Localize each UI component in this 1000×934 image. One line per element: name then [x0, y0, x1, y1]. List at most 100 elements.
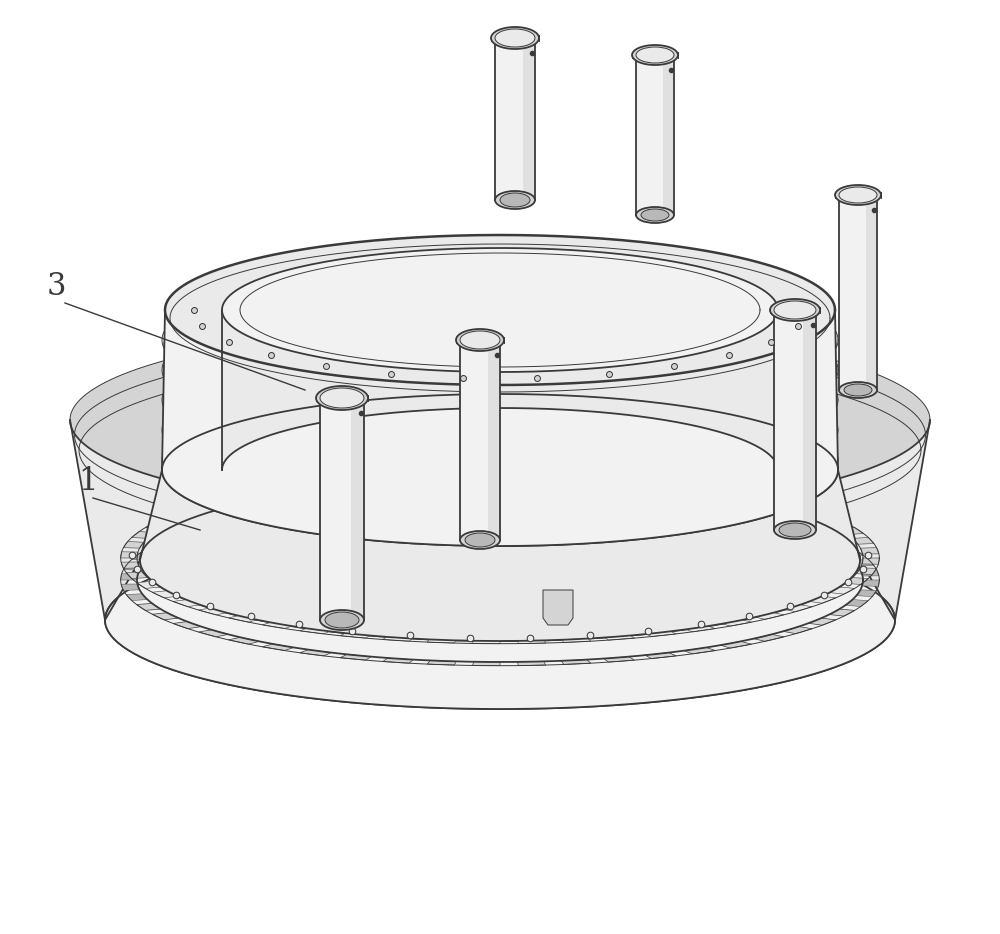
- Polygon shape: [145, 522, 171, 529]
- Polygon shape: [544, 495, 573, 500]
- Ellipse shape: [320, 388, 364, 408]
- Polygon shape: [862, 558, 879, 564]
- Polygon shape: [340, 632, 371, 638]
- Polygon shape: [188, 504, 217, 512]
- Text: 1: 1: [78, 466, 98, 497]
- Polygon shape: [454, 473, 482, 476]
- Ellipse shape: [844, 384, 872, 396]
- Polygon shape: [845, 600, 868, 606]
- Polygon shape: [383, 636, 413, 642]
- Polygon shape: [132, 531, 155, 538]
- Polygon shape: [188, 527, 217, 533]
- Polygon shape: [561, 638, 591, 643]
- Polygon shape: [199, 608, 228, 615]
- Polygon shape: [860, 570, 879, 576]
- Polygon shape: [783, 627, 812, 633]
- Polygon shape: [839, 549, 863, 557]
- Polygon shape: [229, 637, 259, 644]
- Polygon shape: [216, 497, 246, 503]
- Polygon shape: [500, 494, 527, 498]
- Ellipse shape: [636, 47, 674, 63]
- Polygon shape: [852, 559, 874, 566]
- Polygon shape: [663, 55, 674, 215]
- Polygon shape: [123, 563, 144, 570]
- Polygon shape: [803, 310, 816, 530]
- Polygon shape: [629, 478, 660, 484]
- Polygon shape: [561, 659, 591, 664]
- Polygon shape: [173, 621, 201, 629]
- Polygon shape: [121, 552, 138, 558]
- Polygon shape: [132, 554, 155, 560]
- Polygon shape: [500, 473, 527, 476]
- Polygon shape: [216, 518, 246, 526]
- Polygon shape: [340, 655, 371, 660]
- Ellipse shape: [839, 187, 877, 203]
- Polygon shape: [300, 650, 331, 656]
- Polygon shape: [199, 630, 228, 637]
- Polygon shape: [409, 496, 439, 501]
- Polygon shape: [845, 577, 868, 585]
- Polygon shape: [808, 618, 836, 625]
- Polygon shape: [365, 498, 396, 503]
- Polygon shape: [821, 518, 848, 525]
- Polygon shape: [473, 662, 500, 666]
- Ellipse shape: [70, 325, 930, 515]
- Polygon shape: [285, 506, 316, 513]
- Polygon shape: [320, 398, 364, 620]
- Polygon shape: [684, 626, 715, 632]
- Polygon shape: [829, 587, 855, 594]
- Polygon shape: [140, 470, 860, 641]
- Polygon shape: [808, 596, 836, 603]
- Polygon shape: [229, 616, 259, 622]
- Ellipse shape: [165, 235, 835, 385]
- Ellipse shape: [774, 301, 816, 319]
- Polygon shape: [523, 38, 535, 200]
- Polygon shape: [720, 619, 752, 626]
- Polygon shape: [123, 542, 144, 548]
- Ellipse shape: [456, 329, 504, 351]
- Polygon shape: [152, 613, 179, 620]
- Polygon shape: [839, 195, 877, 390]
- Ellipse shape: [632, 45, 678, 65]
- Ellipse shape: [770, 299, 820, 321]
- Ellipse shape: [636, 207, 674, 223]
- Polygon shape: [262, 644, 294, 650]
- Polygon shape: [495, 38, 535, 200]
- Polygon shape: [706, 488, 738, 494]
- Polygon shape: [860, 547, 879, 554]
- Polygon shape: [324, 479, 355, 486]
- Ellipse shape: [465, 533, 495, 547]
- Polygon shape: [829, 609, 855, 616]
- Polygon shape: [105, 560, 895, 709]
- Ellipse shape: [835, 185, 881, 205]
- Ellipse shape: [227, 251, 773, 369]
- Polygon shape: [351, 398, 364, 620]
- Polygon shape: [839, 528, 863, 534]
- Polygon shape: [488, 340, 500, 540]
- Polygon shape: [587, 474, 617, 480]
- Polygon shape: [427, 639, 456, 644]
- Polygon shape: [862, 580, 879, 587]
- Polygon shape: [852, 537, 874, 545]
- Polygon shape: [636, 55, 674, 215]
- Ellipse shape: [495, 29, 535, 47]
- Polygon shape: [454, 494, 482, 499]
- Polygon shape: [720, 642, 752, 648]
- Polygon shape: [222, 248, 778, 470]
- Polygon shape: [799, 531, 827, 538]
- Ellipse shape: [460, 331, 500, 349]
- Ellipse shape: [495, 191, 535, 209]
- Polygon shape: [741, 494, 771, 501]
- Polygon shape: [604, 657, 635, 662]
- Polygon shape: [645, 653, 676, 658]
- Polygon shape: [741, 516, 771, 523]
- Polygon shape: [866, 195, 877, 390]
- Ellipse shape: [491, 27, 539, 49]
- Polygon shape: [460, 340, 500, 540]
- Polygon shape: [754, 613, 784, 619]
- Ellipse shape: [460, 531, 500, 549]
- Polygon shape: [126, 594, 148, 601]
- Polygon shape: [669, 482, 700, 488]
- Polygon shape: [365, 476, 396, 481]
- Polygon shape: [285, 484, 316, 490]
